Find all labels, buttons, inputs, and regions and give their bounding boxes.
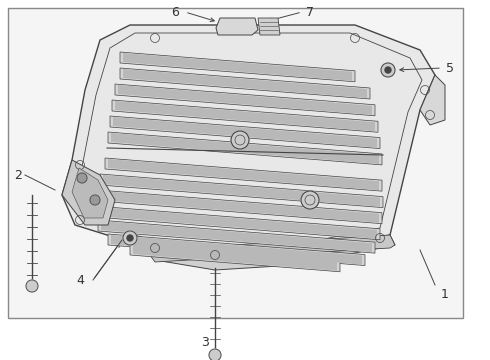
Polygon shape: [133, 245, 337, 271]
Polygon shape: [100, 174, 383, 208]
Polygon shape: [108, 234, 365, 266]
Text: 4: 4: [76, 274, 84, 287]
Circle shape: [385, 67, 391, 73]
Text: 5: 5: [446, 62, 454, 75]
Polygon shape: [112, 100, 378, 132]
Circle shape: [209, 349, 221, 360]
Polygon shape: [98, 190, 382, 224]
Polygon shape: [103, 175, 380, 207]
Polygon shape: [118, 85, 372, 115]
Polygon shape: [258, 18, 280, 35]
Polygon shape: [72, 168, 108, 218]
Polygon shape: [95, 206, 380, 240]
Circle shape: [381, 63, 395, 77]
Text: 7: 7: [306, 5, 314, 18]
Polygon shape: [108, 132, 382, 165]
Polygon shape: [113, 117, 377, 148]
Polygon shape: [130, 244, 340, 272]
Polygon shape: [115, 84, 375, 116]
Polygon shape: [110, 116, 380, 149]
Polygon shape: [120, 52, 355, 82]
Circle shape: [90, 195, 100, 205]
Polygon shape: [62, 160, 115, 225]
Polygon shape: [216, 18, 258, 35]
Circle shape: [77, 173, 87, 183]
Text: 6: 6: [171, 5, 179, 18]
Polygon shape: [101, 191, 379, 223]
Polygon shape: [98, 220, 375, 253]
Polygon shape: [105, 158, 382, 191]
Polygon shape: [150, 235, 395, 262]
Circle shape: [301, 191, 319, 209]
Polygon shape: [111, 133, 379, 164]
Circle shape: [127, 235, 133, 241]
Polygon shape: [115, 101, 375, 131]
Bar: [8, 8, 463, 318]
Polygon shape: [108, 159, 379, 190]
Polygon shape: [62, 25, 435, 260]
Text: 1: 1: [441, 288, 449, 302]
Polygon shape: [111, 235, 362, 265]
Text: 3: 3: [201, 336, 209, 348]
Polygon shape: [98, 207, 377, 239]
Polygon shape: [123, 53, 352, 81]
Circle shape: [123, 231, 137, 245]
Polygon shape: [155, 235, 395, 270]
Circle shape: [231, 131, 249, 149]
Polygon shape: [101, 221, 372, 252]
Text: 2: 2: [14, 168, 22, 181]
Polygon shape: [120, 68, 370, 99]
Polygon shape: [123, 69, 367, 98]
Circle shape: [26, 280, 38, 292]
Polygon shape: [420, 75, 445, 125]
